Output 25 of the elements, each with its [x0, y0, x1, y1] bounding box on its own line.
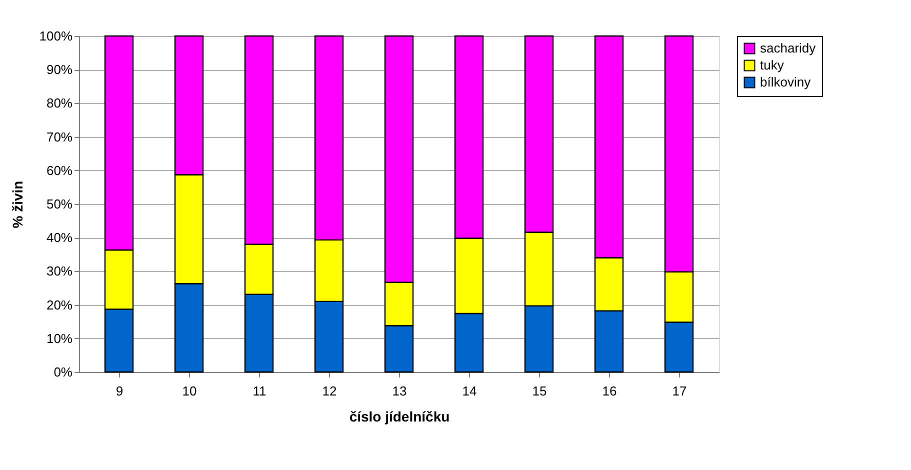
x-tick-label: 10 [182, 384, 197, 398]
x-tick-label: 11 [252, 384, 266, 398]
legend-label: sacharidy [760, 40, 816, 56]
legend-label: tuky [760, 58, 784, 72]
y-axis-title: % živin [9, 180, 26, 228]
x-tick-label: 13 [392, 384, 407, 398]
x-tick-label: 16 [602, 384, 617, 398]
y-tick-label: 20% [46, 297, 73, 312]
x-tick-label: 12 [322, 384, 337, 398]
y-tick-label: 30% [46, 264, 73, 279]
y-tick-label: 50% [46, 196, 73, 212]
y-tick-label: 60% [46, 162, 73, 178]
x-tick-label: 17 [672, 384, 687, 398]
legend-label: bílkoviny [760, 74, 812, 90]
y-tick-label: 10% [46, 330, 73, 346]
x-tick-label: 15 [532, 384, 547, 398]
x-tick-label: 14 [462, 384, 477, 398]
x-tick-label: 9 [116, 384, 124, 398]
y-tick-label: 70% [46, 129, 73, 144]
y-tick-label: 100% [39, 28, 73, 44]
y-tick-label: 40% [46, 230, 73, 246]
y-tick-label: 0% [54, 364, 73, 380]
y-tick-label: 80% [46, 96, 73, 111]
x-axis-title: číslo jídelníčku [349, 408, 450, 424]
y-tick-label: 90% [46, 62, 73, 78]
